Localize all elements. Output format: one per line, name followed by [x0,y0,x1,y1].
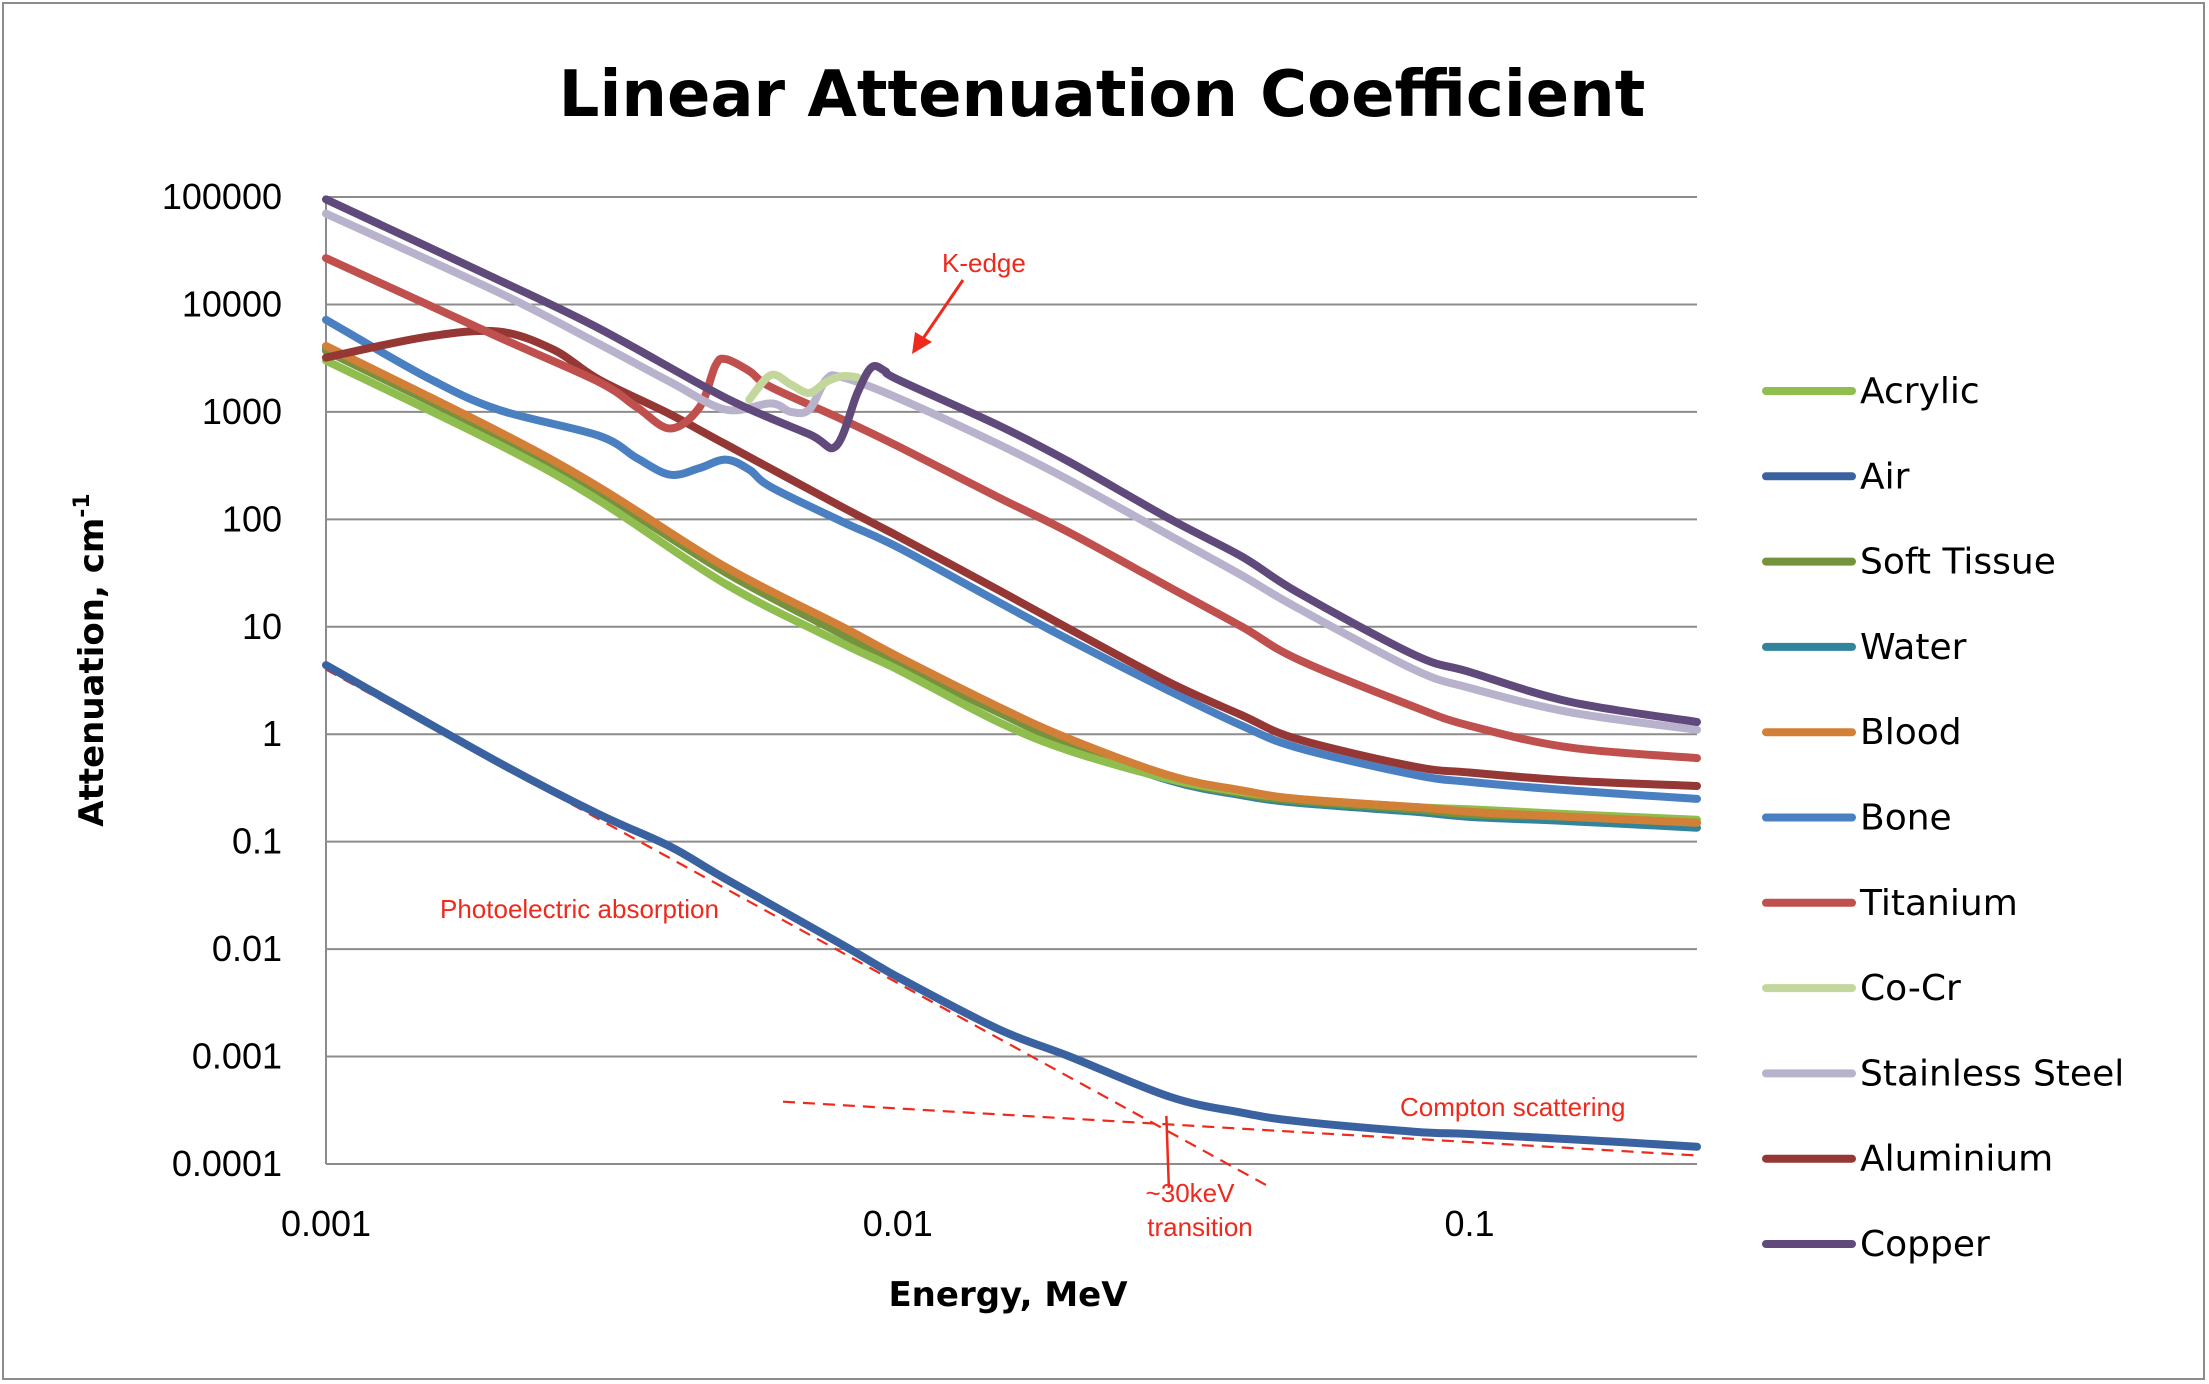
y-axis-title-superscript: -1 [70,493,95,517]
k-edge-arrow-shaft [920,279,965,341]
y-tick-label: 1000 [202,391,282,432]
y-tick-label: 10000 [182,283,282,324]
x-tick-label: 0.1 [1444,1203,1494,1244]
legend-label-co-cr: Co-Cr [1860,968,1961,1009]
k-edge-label: K-edge [942,248,1026,278]
legend-label-acrylic: Acrylic [1860,371,1980,412]
transition-label-line2: transition [1147,1212,1253,1242]
compton-reference-line [782,1100,1698,1157]
series-line-air [322,661,1701,1151]
y-tick-labels: 100000 10000 1000 100 10 1 0.1 0.01 0.001 0.0001 [162,176,282,1184]
x-tick-label: 0.01 [863,1203,933,1244]
y-axis-title: Attenuation, cm-1 [70,493,112,827]
annotations: K-edge Photoelectric absorption Compton sc… [440,248,1625,1242]
series-lines [322,195,1701,1151]
legend-label-bone: Bone [1860,798,1952,839]
y-tick-label: 0.001 [192,1036,282,1077]
series-line-titanium [322,254,1701,763]
reference-lines [325,668,1698,1189]
series-line-copper [322,195,1701,726]
y-axis-title-text: Attenuation, cm [72,518,112,827]
y-tick-label: 10 [242,606,282,647]
y-tick-label: 100 [222,498,282,539]
legend-label-copper: Copper [1860,1224,1990,1265]
y-tick-label: 100000 [162,176,282,217]
series-line-blood [322,342,1701,827]
y-tick-label: 0.01 [212,928,282,969]
series-line-stainless-steel [322,209,1701,734]
chart-title: Linear Attenuation Coefficient [559,58,1646,132]
legend-label-stainless-steel: Stainless Steel [1860,1053,2124,1094]
legend-label-titanium: Titanium [1859,883,2018,924]
series-line-aluminium [322,326,1701,790]
compton-scattering-label: Compton scattering [1400,1092,1625,1122]
transition-label-line1: ~30keV [1146,1178,1236,1208]
series-line-co-cr [745,370,862,404]
y-tick-label: 1 [262,713,282,754]
series-line-bone [322,315,1701,803]
x-tick-label: 0.001 [281,1203,371,1244]
y-tick-label: 0.1 [232,821,282,862]
y-tick-label: 0.0001 [172,1143,282,1184]
legend-label-soft-tissue: Soft Tissue [1860,542,2056,583]
legend-label-water: Water [1860,627,1967,668]
photoelectric-absorption-label: Photoelectric absorption [440,894,719,924]
x-tick-labels: 0.001 0.01 0.1 [281,1203,1495,1244]
legend-label-blood: Blood [1860,712,1962,753]
k-edge-arrow-head [912,332,932,354]
x-axis-title: Energy, MeV [888,1275,1128,1315]
transition-marker-line [1165,1115,1171,1188]
legend-label-air: Air [1860,456,1910,497]
legend-label-aluminium: Aluminium [1860,1139,2053,1180]
legend: Acrylic Air Soft Tissue Water Blood Bone Titan… [1762,371,2124,1265]
